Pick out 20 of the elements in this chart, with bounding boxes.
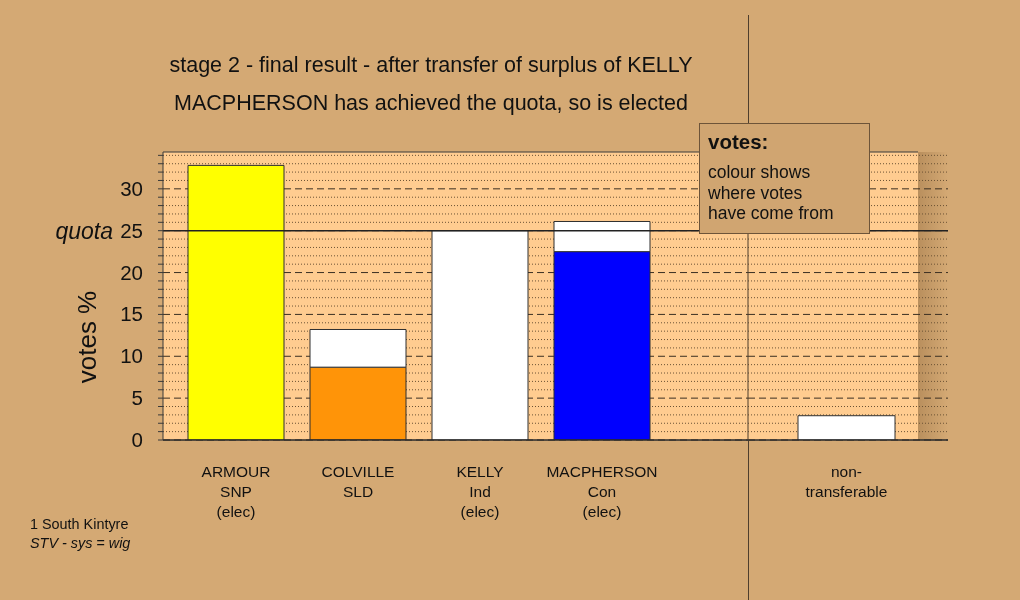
annotation: votes:	[708, 129, 770, 155]
chart-title: stage 2 - final result - after transfer of surplus of KELLY	[168, 52, 694, 78]
x-tick-label: KELLY Ind (elec)	[456, 462, 504, 520]
y-tick-label: 10	[120, 344, 143, 368]
x-tick-label: COLVILLE SLD	[321, 462, 395, 500]
annotation: colour shows where votes have come from	[708, 162, 835, 224]
x-tick-label: MACPHERSON Con (elec)	[546, 462, 658, 520]
ref-line-label: quota	[55, 217, 113, 244]
y-tick-label: 5	[131, 386, 143, 410]
y-tick-label: 30	[120, 176, 143, 200]
y-axis-title: votes %	[72, 290, 102, 384]
x-tick-label: non- transferable	[805, 462, 888, 500]
text: STV - sys = wig	[30, 534, 131, 553]
y-tick-label: 20	[120, 260, 143, 284]
x-tick-label: ARMOUR SNP (elec)	[201, 462, 271, 520]
y-tick-label: 15	[120, 302, 143, 326]
text: 1 South Kintyre	[30, 515, 130, 534]
chart-subtitle: MACPHERSON has achieved the quota, so is elected	[173, 90, 689, 116]
y-tick-label: 25	[120, 218, 143, 242]
y-tick-label: 0	[131, 428, 143, 451]
